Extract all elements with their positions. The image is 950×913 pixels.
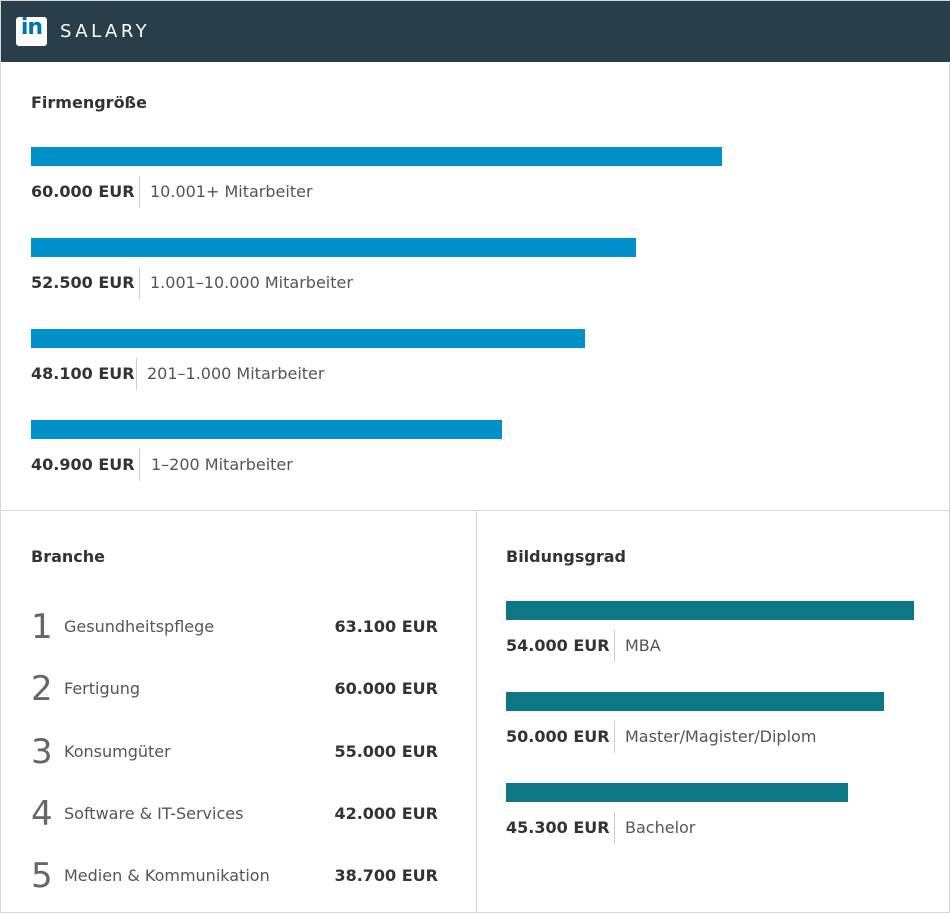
- bar-value-label: 54.000 EUR: [506, 636, 610, 655]
- bar-value-label: 60.000 EUR: [31, 182, 135, 201]
- vertical-divider: [476, 511, 477, 913]
- industry-name: Fertigung: [64, 679, 141, 699]
- linkedin-logo-icon[interactable]: in: [16, 15, 47, 46]
- bar: [31, 329, 585, 348]
- industry-name: Gesundheitspflege: [64, 617, 215, 636]
- rank-number: 2: [31, 669, 53, 710]
- rank-number: 4: [31, 793, 53, 834]
- industry-salary: 38.700 EUR: [334, 866, 438, 886]
- bar: [506, 783, 848, 802]
- bar-value-label: 45.300 EUR: [506, 818, 610, 837]
- bar-row: 50.000 EUR Master/Magister/Diplom: [506, 692, 950, 762]
- bar-row: 54.000 EUR MBA: [506, 601, 950, 671]
- bar-category-label: Master/Magister/Diplom: [625, 727, 817, 746]
- section-title-education: Bildungsgrad: [506, 547, 626, 566]
- label-separator: [614, 721, 615, 753]
- bar-row: 40.900 EUR 1–200 Mitarbeiter: [31, 420, 931, 490]
- industry-name: Software & IT-Services: [64, 803, 244, 823]
- bar-category-label: 201–1.000 Mitarbeiter: [147, 364, 325, 383]
- bar: [31, 238, 636, 257]
- label-separator: [139, 176, 140, 208]
- logo-text: in: [20, 15, 43, 40]
- bar-row: 52.500 EUR 1.001–10.000 Mitarbeiter: [31, 238, 931, 308]
- brand-title: SALARY: [60, 21, 151, 42]
- bar: [506, 692, 884, 711]
- bar-category-label: 1.001–10.000 Mitarbeiter: [150, 273, 353, 292]
- rank-number: 1: [31, 607, 53, 647]
- bar-value-label: 40.900 EUR: [31, 455, 135, 474]
- industry-list-item: 3 Konsumgüter 55.000 EUR: [31, 732, 441, 772]
- bar-row: 48.100 EUR 201–1.000 Mitarbeiter: [31, 329, 931, 399]
- label-separator: [139, 449, 140, 481]
- bar: [506, 601, 914, 620]
- industry-list-item: 5 Medien & Kommunikation 38.700 EUR: [31, 856, 441, 896]
- industry-list-item: 2 Fertigung 60.000 EUR: [31, 669, 441, 709]
- header-bar: in SALARY: [1, 1, 950, 62]
- bar: [31, 147, 722, 166]
- bar-row: 45.300 EUR Bachelor: [506, 783, 950, 853]
- horizontal-divider: [1, 510, 950, 511]
- industry-name: Konsumgüter: [64, 741, 171, 761]
- rank-number: 3: [31, 731, 53, 772]
- industry-list-item: 4 Software & IT-Services 42.000 EUR: [31, 794, 441, 834]
- industry-name: Medien & Kommunikation: [64, 866, 270, 886]
- label-separator: [614, 630, 615, 662]
- bar: [31, 420, 502, 439]
- section-title-industry: Branche: [31, 547, 105, 566]
- bar-category-label: 1–200 Mitarbeiter: [151, 455, 293, 474]
- bar-value-label: 48.100 EUR: [31, 364, 135, 383]
- industry-salary: 42.000 EUR: [334, 803, 438, 823]
- section-title-company-size: Firmengröße: [31, 93, 147, 112]
- industry-list-item: 1 Gesundheitspflege 63.100 EUR: [31, 607, 441, 647]
- bar-category-label: 10.001+ Mitarbeiter: [150, 182, 313, 201]
- bar-category-label: MBA: [625, 636, 661, 655]
- industry-salary: 55.000 EUR: [334, 741, 438, 761]
- rank-number: 5: [31, 856, 53, 897]
- label-separator: [614, 812, 615, 844]
- bar-value-label: 52.500 EUR: [31, 273, 135, 292]
- industry-salary: 63.100 EUR: [334, 617, 438, 636]
- label-separator: [136, 358, 137, 390]
- label-separator: [139, 267, 140, 299]
- bar-category-label: Bachelor: [625, 818, 696, 837]
- bar-value-label: 50.000 EUR: [506, 727, 610, 746]
- bar-row: 60.000 EUR 10.001+ Mitarbeiter: [31, 147, 931, 217]
- industry-salary: 60.000 EUR: [334, 679, 438, 699]
